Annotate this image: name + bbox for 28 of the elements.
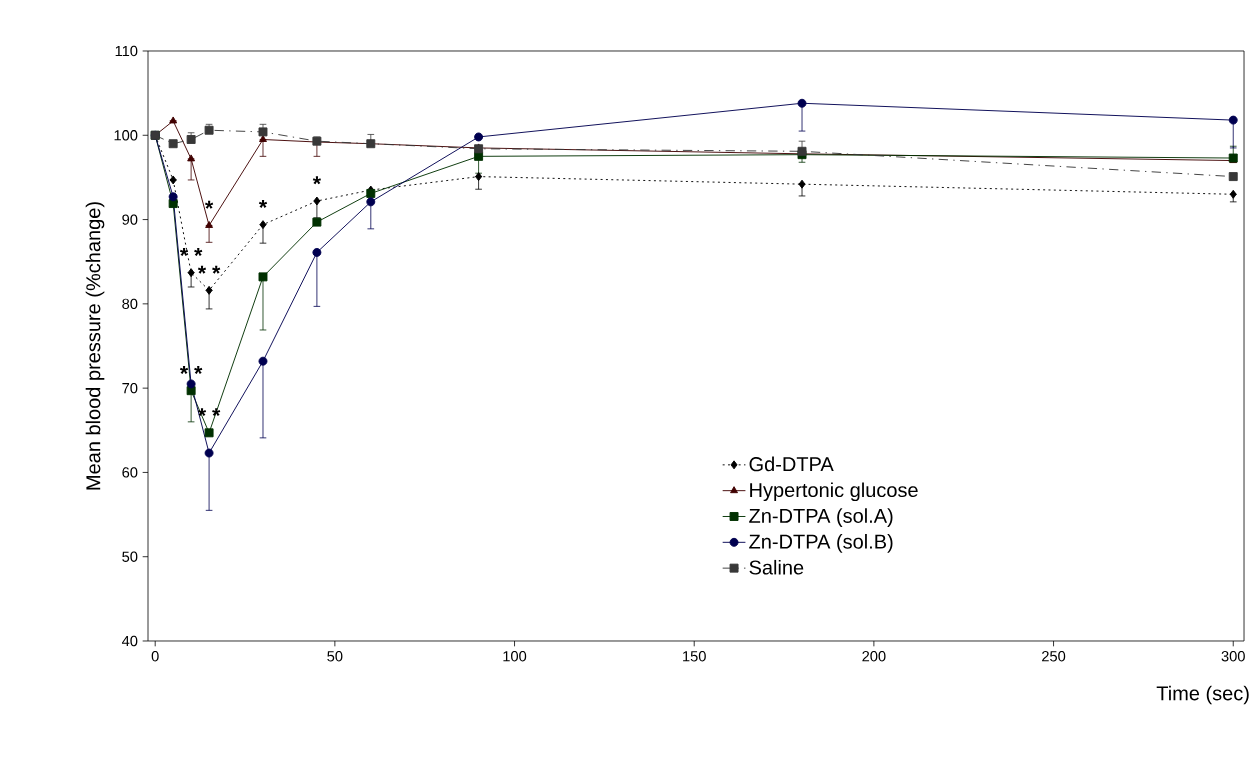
y-axis-title: Mean blood pressure (%change) [85,202,105,490]
x-axis-title: Time (sec) [1156,685,1249,705]
y-tick-label: 50 [122,551,138,562]
y-tick-label: 40 [121,635,138,647]
annotation: * [312,176,322,185]
x-tick-label: 0 [151,651,159,662]
legend-label: Hypertonic glucose [750,482,918,502]
x-tick-label: 50 [327,651,343,662]
annotation: * * [197,265,221,274]
x-tick-label: 250 [1042,651,1066,662]
legend-label: Zn-DTPA (sol.A) [749,508,893,527]
x-tick-label: 150 [683,651,706,662]
annotation: * [205,200,214,209]
x-tick-label: 100 [503,651,527,662]
y-tick-label: 110 [115,45,138,57]
annotation: * * [179,247,203,256]
y-tick-label: 70 [122,382,138,394]
x-tick-label: 300 [1221,651,1245,662]
legend-label: Gd-DTPA [749,456,834,472]
y-tick-label: 100 [114,130,138,141]
y-tick-label: 60 [122,467,138,478]
legend-label: Zn-DTPA (sol.B) [749,534,893,553]
x-tick-label: 200 [862,651,886,662]
annotation: * [258,199,268,208]
legend-label: Saline [749,559,804,575]
y-tick-label: 90 [122,214,138,225]
y-tick-label: 80 [122,298,138,310]
annotation: * * [179,365,203,374]
